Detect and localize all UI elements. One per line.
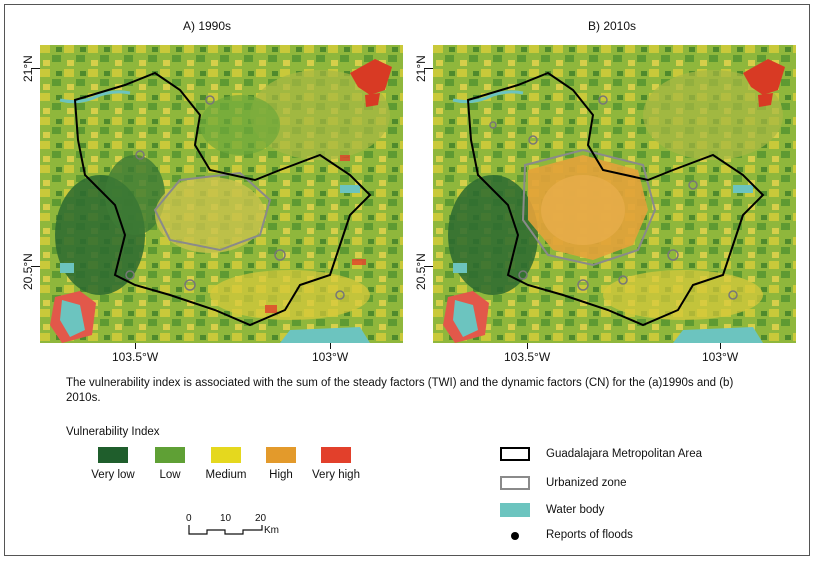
legend-gma-label: Guadalajara Metropolitan Area xyxy=(546,448,702,460)
legend-water-symbol xyxy=(500,503,530,517)
label-medium: Medium xyxy=(205,469,247,481)
lon-label-103-a: 103°W xyxy=(312,350,349,364)
lat-tick-21-b xyxy=(424,68,433,69)
scale-tick-20: 20 xyxy=(255,513,267,524)
label-high: High xyxy=(269,469,293,481)
label-very-low: Very low xyxy=(91,469,135,481)
figure-frame xyxy=(4,4,810,556)
figure-caption: The vulnerability index is associated wi… xyxy=(66,377,734,404)
map-2010s xyxy=(433,45,796,343)
lon-label-103-5-b: 103.5°W xyxy=(504,350,551,364)
legend-gma-symbol xyxy=(500,447,530,461)
lat-label-20-5-a: 20.5°N xyxy=(21,253,35,290)
lon-tick-103-5-b xyxy=(527,343,528,349)
label-very-high: Very high xyxy=(312,469,360,481)
map-1990s-graphic xyxy=(40,45,403,343)
swatch-medium xyxy=(211,447,241,463)
lon-label-103-5-a: 103.5°W xyxy=(112,350,159,364)
panel-b-title: B) 2010s xyxy=(588,19,637,33)
scale-tick-0: 0 xyxy=(186,513,192,524)
lat-label-20-5-b: 20.5°N xyxy=(414,253,428,290)
lon-tick-103-a xyxy=(330,343,331,349)
scale-bar xyxy=(188,525,263,535)
lat-tick-20-5-a xyxy=(31,266,40,267)
legend-flood-dot xyxy=(511,532,519,540)
legend-floods-label: Reports of floods xyxy=(546,529,633,541)
lon-label-103-b: 103°W xyxy=(702,350,739,364)
label-low: Low xyxy=(159,469,181,481)
scale-tick-10: 10 xyxy=(220,513,232,524)
swatch-very-low xyxy=(98,447,128,463)
legend-urban-label: Urbanized zone xyxy=(546,477,627,489)
legend-urban-symbol xyxy=(500,476,530,490)
swatch-high xyxy=(266,447,296,463)
lon-tick-103-b xyxy=(720,343,721,349)
lat-tick-20-5-b xyxy=(424,266,433,267)
lon-tick-103-5-a xyxy=(135,343,136,349)
scale-unit: Km xyxy=(264,525,279,536)
swatch-very-high xyxy=(321,447,351,463)
swatch-low xyxy=(155,447,185,463)
vulnerability-index-title: Vulnerability Index xyxy=(66,426,160,438)
legend-water-label: Water body xyxy=(546,504,605,516)
lat-tick-21-a xyxy=(31,68,40,69)
map-2010s-graphic xyxy=(433,45,796,343)
panel-a-title: A) 1990s xyxy=(183,19,232,33)
map-1990s xyxy=(40,45,403,343)
